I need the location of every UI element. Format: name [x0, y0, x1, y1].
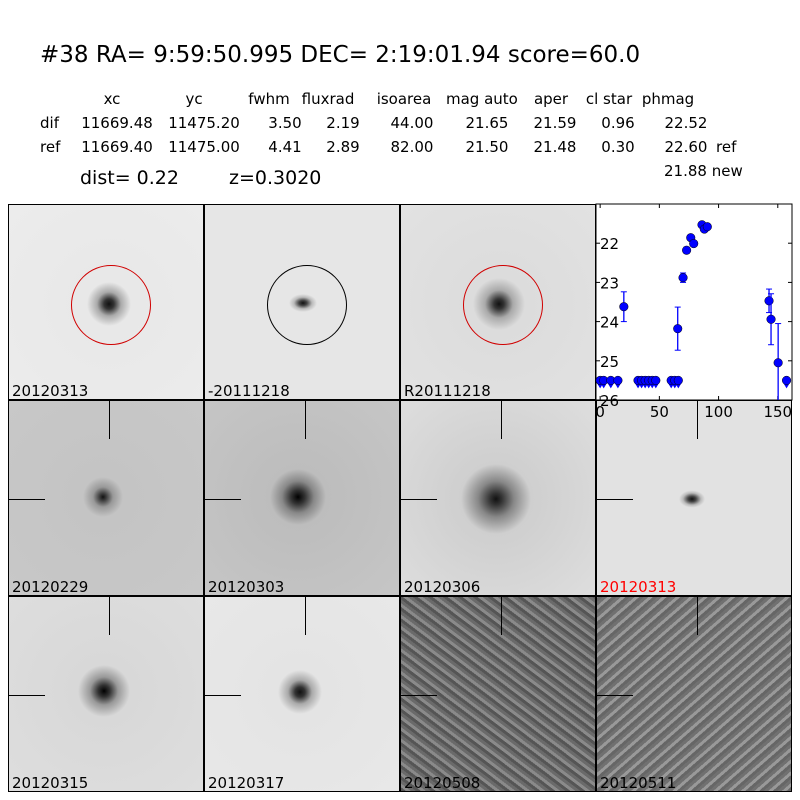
column-header: fluxrad	[301, 90, 355, 108]
upper-limit-point	[782, 375, 792, 385]
image-stamp[interactable]: 20120317	[204, 596, 400, 792]
stamp-date-label: 20120303	[208, 578, 285, 596]
stamp-date-label: 20120511	[600, 774, 677, 792]
table-cell: 82.00	[390, 138, 434, 156]
table-cell: 22.52	[664, 114, 708, 132]
data-point	[678, 273, 688, 283]
upper-limit-point	[651, 375, 661, 385]
table-cell: 3.50	[268, 114, 302, 132]
table-cell: 2.89	[326, 138, 360, 156]
data-point	[702, 222, 712, 232]
column-header: aper	[533, 90, 569, 108]
crosshair-tick	[305, 597, 306, 635]
crosshair-tick	[109, 401, 110, 439]
table-cell: 21.65	[465, 114, 509, 132]
crosshair-tick	[697, 401, 698, 439]
crosshair-tick	[305, 401, 306, 439]
crosshair-tick	[597, 499, 633, 500]
light-curve-chart: 22 23 24 25 260 50 100 150	[595, 203, 793, 421]
stamp-date-label: 20120315	[12, 774, 89, 792]
crosshair-tick	[697, 597, 698, 635]
table-cell: 0.96	[601, 114, 635, 132]
table-cell: 11475.20	[168, 114, 240, 132]
data-point	[619, 302, 629, 312]
x-tick-label: 100	[704, 403, 733, 421]
data-point	[764, 296, 774, 306]
column-header: phmag	[641, 90, 695, 108]
column-header: cl star	[585, 90, 633, 108]
data-point	[773, 358, 783, 368]
image-stamp[interactable]: 20120229	[8, 400, 204, 596]
y-tick-label: 22	[600, 235, 619, 253]
crosshair-tick	[401, 499, 437, 500]
stamp-date-label: R20111218	[404, 382, 491, 400]
x-tick-label: 0	[595, 403, 605, 421]
image-stamp[interactable]: 20120306	[400, 400, 596, 596]
y-tick-label: 26	[600, 392, 619, 410]
table-cell: 44.00	[390, 114, 434, 132]
aperture-circle	[267, 265, 347, 345]
table-cell: 2.19	[326, 114, 360, 132]
x-tick-label: 50	[650, 403, 669, 421]
stamp-date-label: 20120508	[404, 774, 481, 792]
table-cell: 21.59	[533, 114, 577, 132]
row-label: ref	[40, 138, 61, 156]
image-stamp[interactable]: 20120508	[400, 596, 596, 792]
column-header: xc	[103, 90, 121, 108]
crosshair-tick	[205, 499, 241, 500]
upper-limit-point	[613, 375, 623, 385]
image-stamp[interactable]: 20120313	[596, 400, 792, 596]
crosshair-tick	[9, 499, 45, 500]
upper-limit-point	[673, 375, 683, 385]
table-cell: 0.30	[601, 138, 635, 156]
data-point	[766, 314, 776, 324]
aperture-circle	[71, 265, 151, 345]
aperture-circle	[463, 265, 543, 345]
stamp-date-label: 20120313	[600, 578, 677, 596]
stamp-date-label: 20120229	[12, 578, 89, 596]
crosshair-tick	[501, 597, 502, 635]
table-cell: 11669.40	[81, 138, 153, 156]
table-cell: 21.48	[533, 138, 577, 156]
image-stamp[interactable]: 20120511	[596, 596, 792, 792]
row-note: ref	[716, 138, 737, 156]
table-cell: 22.60	[664, 138, 708, 156]
stamp-date-label: 20120313	[12, 382, 89, 400]
crosshair-tick	[109, 597, 110, 635]
data-point	[673, 324, 683, 334]
column-header: fwhm	[248, 90, 290, 108]
column-header: mag auto	[446, 90, 518, 108]
candidate-title: #38 RA= 9:59:50.995 DEC= 2:19:01.94 scor…	[40, 42, 641, 68]
new-phmag: 21.88 new	[664, 162, 743, 180]
crosshair-tick	[501, 401, 502, 439]
crosshair-tick	[9, 695, 45, 696]
stamp-date-label: -20111218	[208, 382, 290, 400]
redshift: z=0.3020	[229, 167, 322, 189]
crosshair-tick	[401, 695, 437, 696]
row-label: dif	[40, 114, 59, 132]
column-header: isoarea	[376, 90, 432, 108]
table-cell: 21.50	[465, 138, 509, 156]
table-cell: 4.41	[268, 138, 302, 156]
y-tick-label: 25	[600, 353, 619, 371]
table-cell: 11475.00	[168, 138, 240, 156]
image-stamp[interactable]: R20111218	[400, 204, 596, 400]
table-cell: 11669.48	[81, 114, 153, 132]
image-stamp[interactable]: 20120313	[8, 204, 204, 400]
distance: dist= 0.22	[80, 167, 179, 189]
plot-area	[595, 203, 793, 401]
y-tick-label: 23	[600, 274, 619, 292]
crosshair-tick	[205, 695, 241, 696]
image-stamp[interactable]: -20111218	[204, 204, 400, 400]
image-stamp[interactable]: 20120315	[8, 596, 204, 792]
data-point	[682, 245, 692, 255]
x-tick-label: 150	[763, 403, 792, 421]
column-header: yc	[185, 90, 203, 108]
stamp-date-label: 20120317	[208, 774, 285, 792]
data-point	[689, 239, 699, 249]
stamp-date-label: 20120306	[404, 578, 481, 596]
image-stamp[interactable]: 20120303	[204, 400, 400, 596]
crosshair-tick	[597, 695, 633, 696]
y-tick-label: 24	[600, 314, 619, 332]
